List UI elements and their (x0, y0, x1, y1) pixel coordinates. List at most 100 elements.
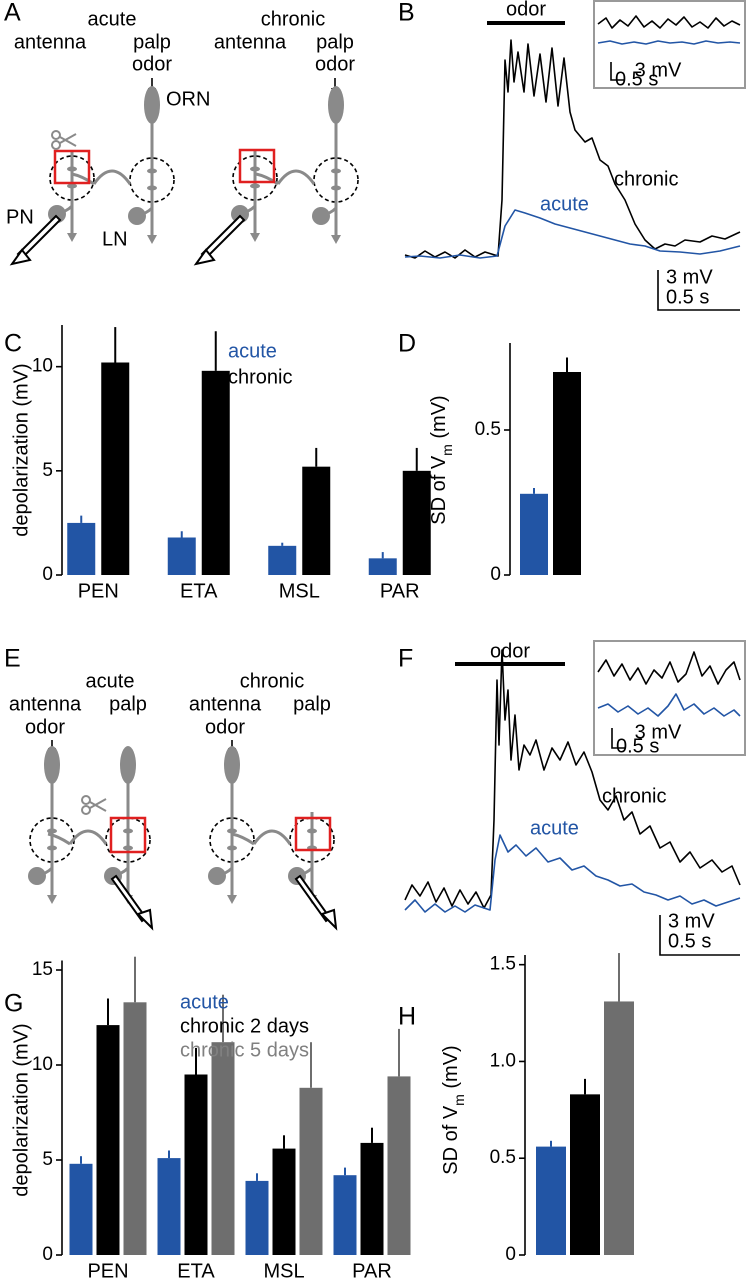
bar (69, 1163, 93, 1255)
y-tick-label: 10 (32, 356, 53, 377)
bar (520, 493, 548, 575)
diagram-label: acute (86, 670, 135, 692)
bar (96, 1025, 120, 1255)
scale-label: 0.5 s (666, 286, 709, 308)
bar (570, 1094, 600, 1255)
x-tick-label: ETA (177, 1260, 215, 1280)
diagram-label: odor (132, 53, 172, 75)
bar (536, 1146, 566, 1255)
legend-label: chronic 5 days (180, 1039, 309, 1061)
trace-label: chronic (602, 785, 666, 807)
diagram-label: acute (88, 8, 137, 30)
bar (67, 522, 96, 575)
diagram-label: palp (316, 31, 354, 53)
panel-label: C (4, 330, 22, 358)
trace-label: chronic (614, 168, 678, 190)
bar (333, 1175, 357, 1255)
scale-label: 0.5 s (668, 930, 711, 952)
x-tick-label: ETA (180, 580, 218, 602)
scale-label: 3 mV (668, 910, 715, 932)
x-tick-label: PAR (380, 580, 420, 602)
y-tick-label: 0.5 (475, 419, 501, 440)
bar (299, 1087, 323, 1255)
scale-label: 3 mV (666, 266, 713, 288)
scale-label: 3 mV (635, 59, 682, 81)
diagram-label: palp (109, 693, 147, 715)
bar (211, 1042, 235, 1255)
y-axis-label-part: SD of V (428, 455, 450, 525)
bar (157, 1158, 181, 1255)
y-axis-label-part: m (451, 1094, 467, 1106)
y-axis-label: depolarization (mV) (10, 1023, 32, 1196)
x-tick-label: MSL (279, 580, 320, 602)
panel-label: H (398, 1003, 416, 1031)
y-axis-label: SD of Vm (mV) (428, 395, 454, 524)
bar (123, 1002, 147, 1255)
diagram-label: ORN (166, 88, 210, 110)
voltage-traces: odor chronic acute 3 mV 0.5 s 3 mV 3 mV … (404, 0, 746, 311)
diagram-label: odor (315, 53, 355, 75)
diagram-label: chronic (261, 8, 325, 30)
legend-label: chronic (228, 366, 292, 388)
diagram-label: antenna (214, 31, 287, 53)
x-tick-label: PAR (352, 1260, 392, 1280)
panel-label: D (398, 330, 416, 358)
y-axis-label-part: m (439, 444, 455, 456)
bar (302, 466, 331, 575)
diagram-label: chronic (240, 670, 304, 692)
panel-label: E (4, 645, 21, 673)
legend-label: acute (180, 991, 229, 1013)
bar (167, 537, 196, 575)
scale-label: 0.5 s (616, 735, 659, 757)
y-tick-label: 5 (42, 460, 53, 481)
y-axis-label: SD of Vm (mV) (440, 1045, 466, 1174)
y-axis-label-part: (mV) (440, 1045, 462, 1094)
bar (272, 1148, 296, 1255)
y-tick-label: 0 (505, 1244, 516, 1265)
y-tick-label: 5 (42, 1149, 53, 1170)
y-axis-label: depolarization (mV) (10, 363, 32, 536)
bar (360, 1142, 384, 1255)
circuit-diagram: acute antenna palp odor chronic antenna … (9, 670, 337, 929)
diagram-label: palp (133, 31, 171, 53)
diagram-label: antenna (14, 31, 87, 53)
voltage-traces: odor chronic acute 3 mV 0.5 s 3 mV 0.5 s (404, 640, 746, 956)
diagram-label: antenna (189, 693, 262, 715)
panel-label: A (4, 0, 21, 27)
circuit-diagram: acute antenna palp odor ORN PN LN chroni… (6, 8, 360, 265)
diagram-label: palp (293, 693, 331, 715)
x-tick-label: MSL (263, 1260, 304, 1280)
legend-label: chronic 2 days (180, 1015, 309, 1037)
x-tick-label: PEN (87, 1260, 128, 1280)
bar (268, 545, 297, 575)
diagram-label: LN (102, 228, 128, 250)
bar (245, 1180, 269, 1255)
bar (553, 372, 581, 575)
scale-label: 0.5 s (615, 68, 658, 90)
trace-label: acute (540, 193, 589, 215)
y-axis-label-part: SD of V (440, 1105, 462, 1175)
bar (201, 370, 230, 575)
panel-label: F (398, 645, 413, 673)
diagram-label: odor (205, 716, 245, 738)
bar (604, 1001, 634, 1255)
bar (101, 362, 130, 575)
y-tick-label: 0 (490, 564, 501, 585)
y-tick-label: 15 (32, 959, 53, 980)
y-tick-label: 1.5 (490, 954, 516, 975)
y-tick-label: 0 (42, 1244, 53, 1265)
y-tick-label: 10 (32, 1054, 53, 1075)
panel-label: B (398, 0, 415, 27)
diagram-label: PN (6, 206, 34, 228)
bar (184, 1074, 208, 1255)
stimulus-label: odor (490, 640, 530, 662)
y-axis-label-part: (mV) (428, 395, 450, 444)
y-tick-label: 0 (42, 564, 53, 585)
trace-label: acute (530, 817, 579, 839)
bar (368, 558, 397, 575)
y-tick-label: 1.0 (490, 1050, 516, 1071)
legend-label: acute (228, 340, 277, 362)
stimulus-label: odor (506, 0, 546, 20)
panel-label: G (4, 990, 23, 1018)
